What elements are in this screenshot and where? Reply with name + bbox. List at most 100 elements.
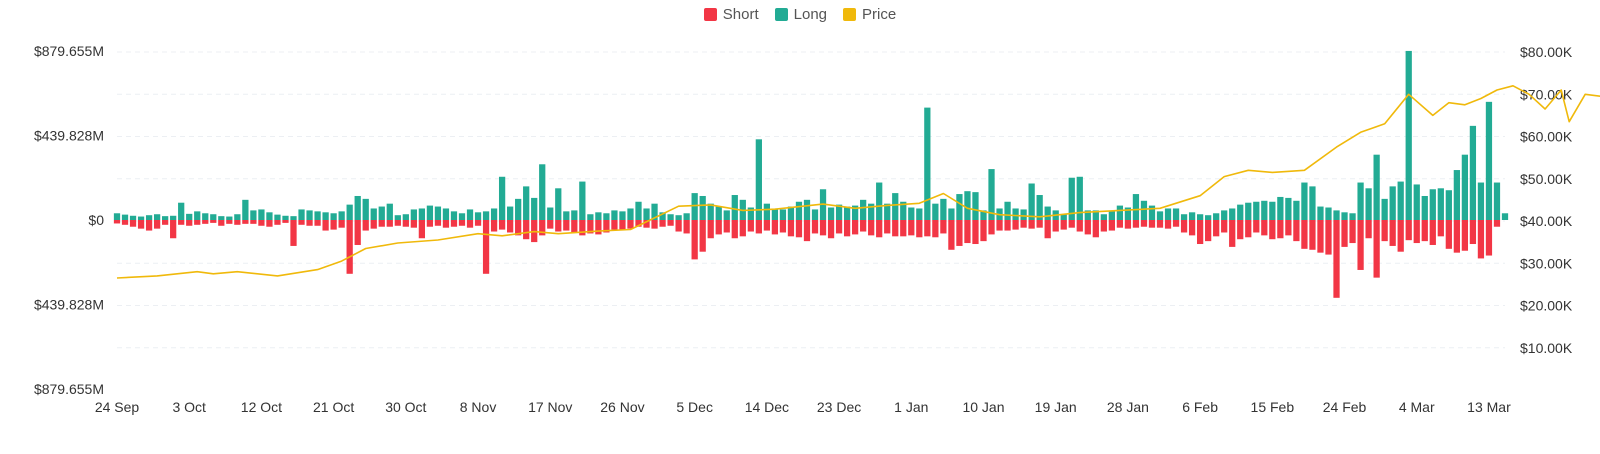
legend-item-price[interactable]: Price — [843, 6, 896, 23]
long-bar — [1116, 205, 1124, 220]
long-bar — [900, 201, 907, 220]
long-bar — [795, 201, 803, 220]
short-bar — [226, 220, 233, 224]
short-bar — [1148, 220, 1156, 228]
long-bar — [523, 186, 530, 220]
long-bar — [1245, 202, 1252, 220]
short-bar — [466, 220, 474, 228]
short-bar — [1076, 220, 1083, 232]
short-bar — [884, 220, 891, 234]
long-bar — [1004, 201, 1011, 220]
long-bar — [1365, 188, 1372, 220]
long-bar — [811, 209, 819, 220]
long-bar — [763, 203, 771, 220]
short-bar — [1245, 220, 1252, 238]
short-bar — [145, 220, 153, 231]
legend-item-long[interactable]: Long — [774, 6, 827, 23]
long-bar — [1405, 50, 1412, 221]
long-bar — [162, 216, 169, 220]
short-bar — [651, 220, 658, 229]
short-bar — [442, 220, 450, 228]
short-bar — [137, 220, 145, 229]
long-bar — [627, 208, 634, 220]
short-bar — [458, 220, 466, 226]
long-bar — [394, 215, 401, 220]
long-bar — [250, 210, 257, 220]
short-bar — [1196, 220, 1204, 245]
x-axis-label: 28 Jan — [1107, 399, 1149, 415]
short-bar — [1108, 220, 1115, 231]
short-bar — [306, 220, 313, 226]
long-bar — [851, 205, 859, 220]
long-bar — [482, 211, 490, 220]
short-bar — [964, 220, 971, 244]
short-bar — [290, 220, 297, 246]
long-bar — [1333, 210, 1340, 220]
x-axis-label: 30 Oct — [385, 399, 426, 415]
legend-item-short[interactable]: Short — [703, 6, 759, 23]
short-bar — [523, 220, 530, 240]
right-axis-label: $10.00K — [1520, 340, 1573, 356]
short-bar — [1413, 220, 1420, 244]
short-bar — [707, 220, 714, 239]
long-bar — [1213, 213, 1220, 220]
short-bar — [1084, 220, 1091, 235]
short-bar — [1293, 220, 1300, 242]
short-bar — [988, 220, 995, 235]
long-bar — [218, 216, 225, 220]
long-bar — [226, 216, 233, 220]
long-bar — [1164, 208, 1172, 220]
short-bar — [675, 220, 682, 232]
x-axis-label: 14 Dec — [745, 399, 789, 415]
long-bar — [1469, 125, 1477, 220]
short-bar — [1405, 220, 1412, 241]
short-bar — [1317, 220, 1324, 253]
short-bar — [659, 220, 666, 227]
short-bar — [1036, 220, 1043, 228]
short-bar — [547, 220, 554, 229]
short-bar — [932, 220, 939, 238]
short-bar — [274, 220, 281, 225]
short-bar — [1269, 220, 1276, 240]
x-axis-label: 24 Sep — [95, 399, 140, 415]
long-bar — [1493, 182, 1501, 220]
short-bar — [1068, 220, 1075, 228]
short-bar — [787, 220, 795, 237]
long-bar — [1060, 214, 1067, 220]
short-bar — [1020, 220, 1027, 228]
short-bar — [234, 220, 241, 225]
short-bar — [827, 220, 835, 239]
short-bar — [1100, 220, 1107, 232]
long-bar — [1196, 214, 1204, 220]
long-bar — [474, 212, 482, 220]
long-bar — [827, 207, 835, 220]
short-bar — [362, 220, 369, 231]
short-bar — [330, 220, 337, 230]
x-axis-label: 26 Nov — [600, 399, 644, 415]
short-bar — [1205, 220, 1212, 242]
short-bar — [218, 220, 225, 226]
short-bar — [1349, 220, 1356, 244]
short-bar — [1180, 220, 1188, 233]
long-bar — [282, 215, 289, 220]
short-bar — [1493, 220, 1501, 227]
long-bar — [1453, 170, 1460, 220]
short-bar — [731, 220, 738, 239]
long-bar — [306, 210, 313, 220]
short-bar — [1421, 220, 1428, 242]
long-bar — [1285, 197, 1292, 220]
x-axis-label: 6 Feb — [1182, 399, 1218, 415]
long-bar — [1140, 200, 1148, 220]
short-bar — [763, 220, 771, 231]
short-bar — [900, 220, 907, 237]
long-bar — [1100, 214, 1107, 220]
long-bar — [707, 203, 714, 220]
long-bar — [1132, 194, 1140, 220]
long-bar — [1301, 182, 1308, 220]
long-bar — [1180, 214, 1188, 220]
left-axis-label: $0 — [88, 212, 104, 228]
short-bar — [113, 220, 121, 224]
long-bar — [1108, 211, 1115, 220]
long-bar — [1389, 186, 1396, 220]
